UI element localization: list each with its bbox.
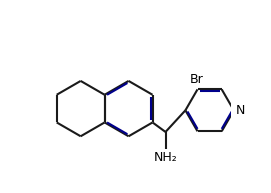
Text: N: N: [236, 104, 245, 117]
Text: Br: Br: [190, 73, 204, 85]
Text: NH₂: NH₂: [154, 151, 178, 164]
